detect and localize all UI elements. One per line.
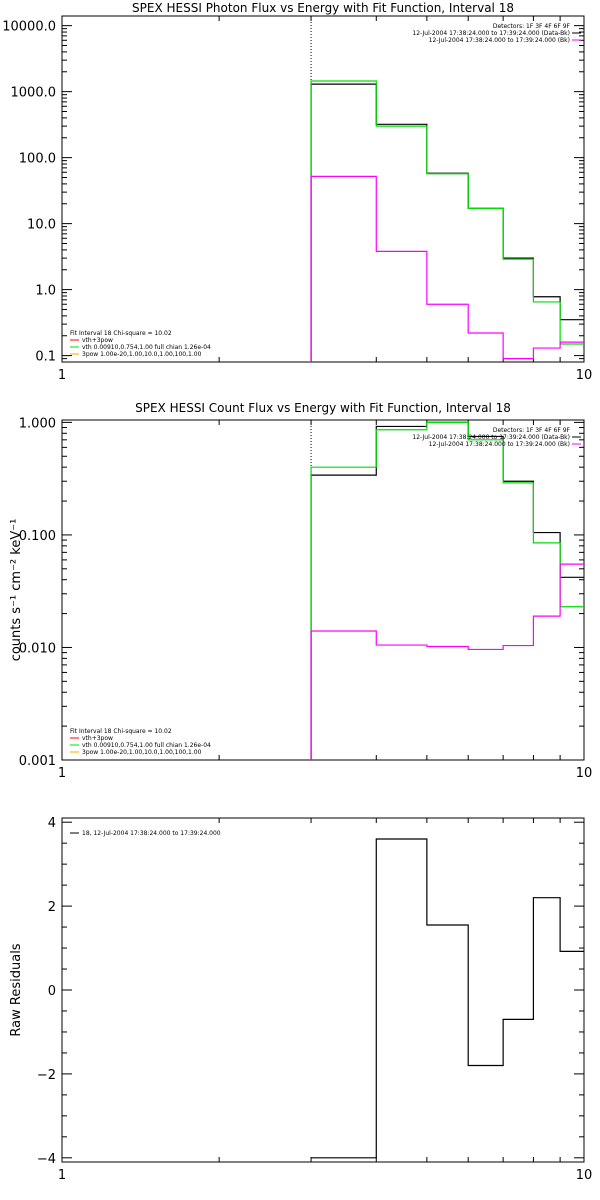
plot-frame <box>61 419 585 761</box>
y-tick-label: 4 <box>48 816 56 831</box>
legend-entry: Fit Interval 18 Chi-square = 10.02 <box>70 728 172 735</box>
y-tick-label: −2 <box>37 1068 56 1083</box>
x-tick-label: 1 <box>58 766 66 781</box>
y-tick-label: 0.100 <box>19 529 56 544</box>
y-tick-label: 100.0 <box>19 152 56 167</box>
y-tick-label: 0.001 <box>19 754 56 769</box>
y-axis-label: counts s⁻¹ cm⁻² keV⁻¹ <box>9 519 24 662</box>
series-total-line <box>310 421 584 760</box>
series-total-line <box>310 80 584 362</box>
legend-entry: vth 0.00910,0.754,1.00 full chian 1.26e-… <box>82 742 211 749</box>
y-tick-label: 0.010 <box>19 641 56 656</box>
legend-entry: 12-Jul-2004 17:38:24.000 to 17:39:24.000… <box>429 37 570 44</box>
y-tick-label: 0 <box>48 984 56 999</box>
y-tick-label: 0.1 <box>35 350 56 365</box>
chart-panel-2: SPEX HESSI Count Flux vs Energy with Fit… <box>9 401 592 781</box>
legend-entry: 12-Jul-2004 17:38:24.000 to 17:39:24.000… <box>412 30 570 37</box>
legend-entry: 18, 12-Jul-2004 17:38:24.000 to 17:39:24… <box>82 830 221 837</box>
chart-panel-1: SPEX HESSI Photon Flux vs Energy with Fi… <box>2 1 592 383</box>
x-tick-label: 10 <box>576 766 593 781</box>
chart-title: SPEX HESSI Count Flux vs Energy with Fit… <box>135 401 511 415</box>
y-tick-label: −4 <box>37 1152 56 1167</box>
legend-entry: 12-Jul-2004 17:38:24.000 to 17:39:24.000… <box>412 434 570 441</box>
plot-frame <box>61 817 585 1163</box>
y-tick-label: 2 <box>48 900 56 915</box>
series-data-line <box>311 838 584 1159</box>
x-tick-label: 1 <box>58 368 66 383</box>
legend-entry: Detectors: 1F 3F 4F 6F 9F <box>493 23 571 30</box>
series-data-line <box>310 83 584 362</box>
y-tick-label: 1.0 <box>35 284 56 299</box>
series-data-line <box>310 421 584 760</box>
x-tick-label: 10 <box>576 368 593 383</box>
legend-entry: 3pow 1.00e-20,1.00,10.0,1.00,100,1.00 <box>82 749 202 756</box>
legend-entry: 12-Jul-2004 17:38:24.000 to 17:39:24.000… <box>429 441 570 448</box>
series-component-line <box>310 175 584 362</box>
y-axis-label: Raw Residuals <box>9 943 24 1036</box>
legend-entry: vth+3pow <box>82 735 113 742</box>
x-tick-label: 10 <box>576 1168 593 1183</box>
legend-entry: Fit Interval 18 Chi-square = 10.02 <box>70 330 172 337</box>
chart-title: SPEX HESSI Photon Flux vs Energy with Fi… <box>132 1 514 15</box>
legend-entry: vth+3pow <box>82 337 113 344</box>
series-component-line <box>310 563 584 760</box>
y-tick-label: 1.000 <box>19 416 56 431</box>
chart-panel-3: Raw Residuals 1 10 −4 −2 0 2 4 18, 12-Jul-2004 1… <box>9 816 592 1183</box>
plot-frame <box>61 15 585 363</box>
y-tick-label: 10.0 <box>27 218 56 233</box>
legend-entry: 3pow 1.00e-20,1.00,10.0,1.00,100,1.00 <box>82 351 202 358</box>
legend-entry: Detectors: 1F 3F 4F 6F 9F <box>493 427 571 434</box>
legend-entry: vth 0.00910,0.754,1.00 full chian 1.26e-… <box>82 344 211 351</box>
y-tick-label: 10000.0 <box>2 20 56 35</box>
x-tick-label: 1 <box>58 1168 66 1183</box>
y-tick-label: 1000.0 <box>11 86 57 101</box>
